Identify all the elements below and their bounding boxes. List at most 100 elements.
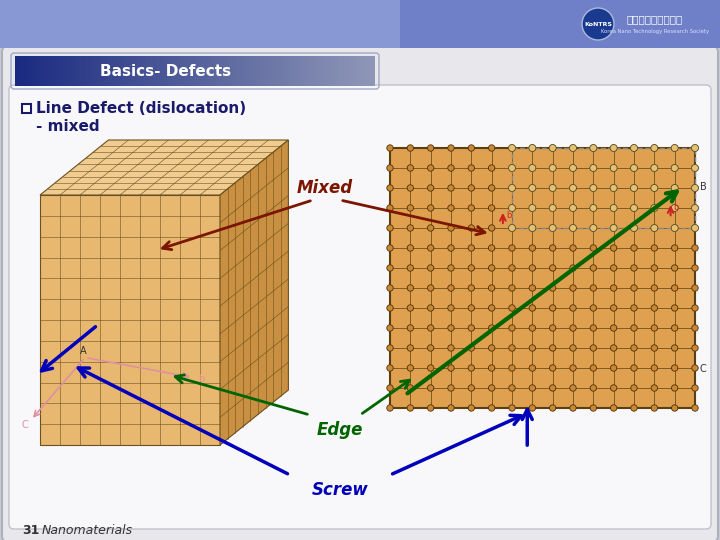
- Circle shape: [529, 345, 536, 351]
- Circle shape: [549, 225, 556, 232]
- Circle shape: [672, 245, 678, 251]
- Circle shape: [611, 365, 617, 371]
- Bar: [199, 56, 200, 86]
- Bar: [186, 56, 188, 86]
- Bar: [84, 56, 85, 86]
- Circle shape: [509, 345, 516, 351]
- Circle shape: [428, 285, 434, 291]
- Circle shape: [448, 225, 454, 231]
- Bar: [42, 56, 44, 86]
- Circle shape: [672, 305, 678, 311]
- Bar: [80, 56, 81, 86]
- Bar: [236, 56, 238, 86]
- Bar: [19, 56, 20, 86]
- Circle shape: [549, 205, 556, 211]
- Circle shape: [448, 305, 454, 311]
- Circle shape: [651, 205, 658, 212]
- Bar: [256, 56, 258, 86]
- Circle shape: [387, 405, 393, 411]
- FancyBboxPatch shape: [9, 85, 711, 529]
- Bar: [296, 56, 297, 86]
- Bar: [210, 56, 211, 86]
- Circle shape: [509, 245, 516, 251]
- Bar: [321, 56, 323, 86]
- Circle shape: [692, 365, 698, 371]
- Bar: [390, 148, 695, 408]
- Bar: [138, 56, 139, 86]
- Circle shape: [692, 145, 698, 151]
- Circle shape: [651, 405, 657, 411]
- Circle shape: [631, 365, 637, 371]
- Bar: [287, 56, 289, 86]
- Bar: [224, 56, 225, 86]
- Bar: [53, 56, 55, 86]
- Circle shape: [549, 345, 556, 351]
- Bar: [254, 56, 256, 86]
- Bar: [22, 104, 31, 113]
- Bar: [341, 56, 343, 86]
- Circle shape: [611, 205, 617, 211]
- Circle shape: [651, 305, 657, 311]
- Circle shape: [529, 325, 536, 331]
- Circle shape: [488, 185, 495, 191]
- Bar: [278, 56, 279, 86]
- Bar: [98, 56, 99, 86]
- Bar: [240, 56, 242, 86]
- Circle shape: [468, 185, 474, 191]
- Bar: [315, 56, 318, 86]
- Circle shape: [590, 205, 597, 212]
- Bar: [152, 56, 153, 86]
- Circle shape: [488, 225, 495, 231]
- Circle shape: [488, 405, 495, 411]
- Circle shape: [428, 185, 434, 191]
- Text: Edge: Edge: [317, 421, 363, 439]
- Bar: [174, 56, 175, 86]
- Circle shape: [611, 405, 617, 411]
- Circle shape: [428, 145, 434, 151]
- Bar: [279, 56, 282, 86]
- Bar: [206, 56, 207, 86]
- Circle shape: [570, 225, 577, 232]
- Circle shape: [468, 385, 474, 391]
- Circle shape: [529, 385, 536, 391]
- Bar: [148, 56, 150, 86]
- Circle shape: [509, 165, 516, 171]
- Circle shape: [549, 265, 556, 271]
- Text: Korea Nano Technology Research Society: Korea Nano Technology Research Society: [601, 30, 709, 35]
- Circle shape: [509, 405, 516, 411]
- Circle shape: [488, 205, 495, 211]
- Circle shape: [509, 385, 516, 391]
- Circle shape: [488, 385, 495, 391]
- Bar: [182, 56, 184, 86]
- Circle shape: [529, 165, 536, 171]
- Circle shape: [611, 285, 617, 291]
- Circle shape: [570, 345, 576, 351]
- Bar: [215, 56, 217, 86]
- Circle shape: [611, 225, 617, 231]
- Circle shape: [428, 405, 434, 411]
- Circle shape: [672, 405, 678, 411]
- Bar: [30, 56, 31, 86]
- Bar: [372, 56, 373, 86]
- Bar: [337, 56, 339, 86]
- Circle shape: [468, 165, 474, 171]
- Circle shape: [428, 245, 434, 251]
- Bar: [243, 56, 246, 86]
- Bar: [351, 56, 354, 86]
- Circle shape: [590, 365, 597, 371]
- Bar: [135, 56, 138, 86]
- Circle shape: [509, 365, 516, 371]
- Circle shape: [651, 165, 657, 171]
- Circle shape: [468, 305, 474, 311]
- Circle shape: [631, 405, 637, 411]
- Circle shape: [488, 145, 495, 151]
- Bar: [261, 56, 264, 86]
- Bar: [139, 56, 141, 86]
- Bar: [301, 56, 303, 86]
- Bar: [285, 56, 287, 86]
- Bar: [20, 56, 22, 86]
- Circle shape: [611, 245, 617, 251]
- Bar: [48, 56, 49, 86]
- Circle shape: [468, 205, 474, 211]
- Circle shape: [428, 205, 434, 211]
